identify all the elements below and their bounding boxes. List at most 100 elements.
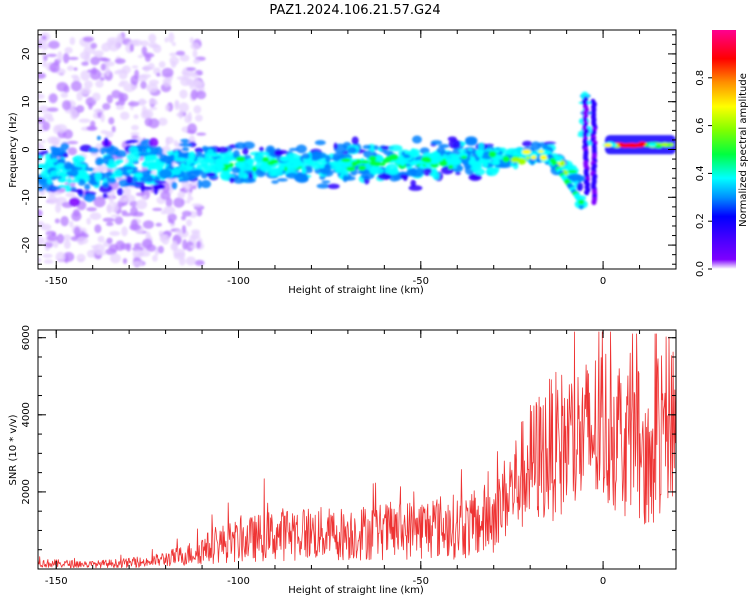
band-blob	[406, 165, 412, 170]
hotspot-blob	[355, 159, 361, 165]
noise-blob	[160, 190, 171, 200]
noise-blob	[114, 216, 124, 225]
noise-blob	[189, 72, 199, 78]
hotspot-blob	[333, 162, 340, 167]
noise-blob	[73, 208, 80, 217]
noise-blob	[189, 234, 198, 240]
noise-blob	[105, 130, 114, 138]
noise-blob	[148, 33, 157, 43]
band-blob	[70, 186, 77, 190]
noise-blob	[70, 108, 79, 120]
noise-blob	[46, 107, 59, 112]
hotspot-blob	[567, 170, 578, 174]
noise-blob	[76, 253, 86, 263]
x-tick-label: 0	[600, 576, 606, 587]
noise-blob	[118, 92, 124, 102]
noise-blob	[62, 52, 70, 64]
band-blob	[77, 179, 86, 186]
noise-blob	[185, 256, 197, 266]
hotspot-blob	[530, 155, 537, 160]
spectrogram-panel: PAZ1.2024.106.21.57.G24 -150 -100 -50 0 -20…	[8, 3, 677, 296]
noise-blob	[67, 65, 74, 71]
noise-blob	[149, 106, 158, 110]
band-blob	[84, 167, 95, 172]
y-tick-label: 6000	[21, 325, 32, 350]
snr-ylabel: SNR (10 * v/v)	[8, 414, 19, 485]
band-blob	[295, 144, 307, 154]
colorbar-ticks: 0.0 0.2 0.4 0.6 0.8	[695, 70, 712, 277]
noise-blob	[142, 238, 153, 249]
noise-blob	[75, 105, 85, 113]
noise-blob	[38, 72, 47, 79]
noise-blob	[123, 194, 136, 203]
band-blob	[485, 167, 498, 177]
noise-blob	[146, 83, 159, 93]
band-blob	[98, 184, 113, 193]
noise-blob	[192, 49, 198, 58]
noise-blob	[173, 252, 186, 257]
band-blob	[49, 186, 62, 191]
hotspot-blob	[235, 161, 246, 169]
noise-blob	[193, 105, 202, 114]
noise-blob	[95, 251, 107, 256]
band-blob	[194, 147, 204, 153]
band-blob	[514, 147, 525, 157]
band-blob	[325, 155, 331, 163]
band-blob	[321, 180, 331, 184]
noise-blob	[38, 221, 45, 227]
noise-blob	[40, 139, 46, 144]
noise-blob	[131, 65, 139, 69]
noise-blob	[189, 80, 194, 90]
y-tick-label: 20	[21, 48, 32, 61]
noise-blob	[71, 74, 79, 79]
band-blob	[135, 181, 146, 185]
noise-blob	[47, 53, 58, 57]
band-blob	[199, 163, 211, 169]
band-blob	[399, 174, 409, 179]
y-tick-label: 4000	[21, 402, 32, 427]
hotspot-blob	[488, 150, 497, 158]
hotspot-blob	[381, 158, 390, 164]
band-blob	[351, 136, 359, 146]
hotspot-blob	[502, 155, 510, 163]
noise-blob	[190, 89, 198, 101]
colorbar-tick-label: 0.0	[695, 261, 706, 277]
band-blob	[258, 164, 270, 171]
snr-x-axis: -150 -100 -50 0	[45, 330, 677, 587]
band-blob	[295, 174, 309, 184]
noise-blob	[121, 210, 128, 214]
noise-blob	[38, 257, 42, 263]
noise-blob	[84, 80, 93, 89]
band-blob	[142, 160, 147, 168]
noise-blob	[144, 54, 151, 62]
hotspot-blob	[301, 166, 307, 174]
noise-blob	[165, 104, 170, 112]
noise-blob	[76, 91, 83, 102]
y-tick-label: 2000	[21, 479, 32, 504]
spectrogram-x-axis: -150 -100 -50 0	[45, 30, 677, 287]
noise-blob	[129, 43, 134, 52]
band-blob	[173, 149, 179, 159]
band-blob	[106, 170, 113, 177]
noise-blob	[81, 61, 89, 66]
band-blob	[84, 183, 91, 191]
noise-blob	[137, 74, 148, 82]
hotspot-blob	[346, 166, 356, 172]
snr-y-axis: 2000 4000 6000	[21, 325, 676, 570]
noise-blob	[109, 253, 121, 264]
band-blob	[458, 148, 467, 153]
hotspot-blob	[289, 159, 295, 164]
hotspot-blob	[305, 159, 313, 165]
band-blob	[115, 160, 122, 164]
noise-blob	[118, 70, 128, 80]
noise-blob	[162, 77, 172, 88]
noise-blob	[106, 94, 113, 104]
noise-blob	[169, 52, 177, 57]
band-blob	[210, 152, 220, 158]
noise-blob	[76, 236, 89, 245]
band-blob	[106, 177, 117, 184]
band-blob	[38, 163, 48, 170]
noise-blob	[55, 203, 62, 214]
band-blob	[408, 185, 423, 191]
